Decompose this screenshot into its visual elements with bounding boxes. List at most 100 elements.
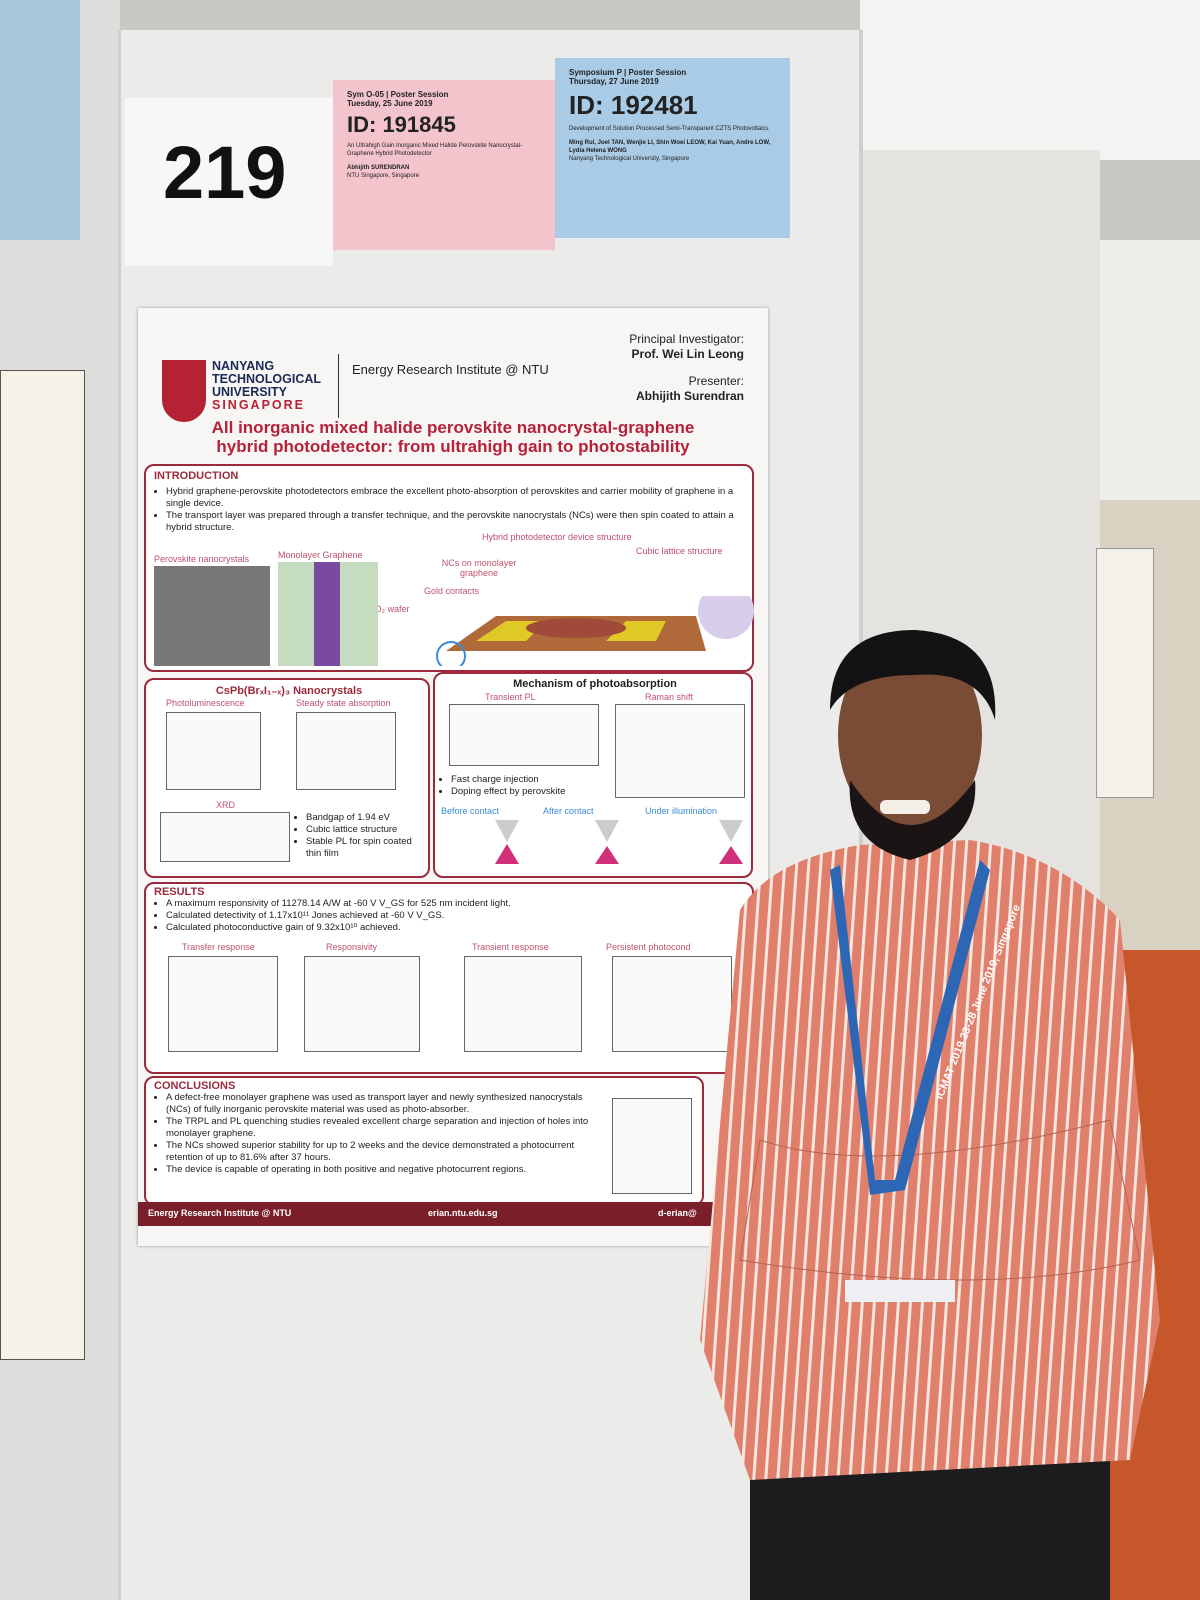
cone bbox=[595, 820, 619, 842]
face bbox=[838, 637, 982, 833]
bullet: Calculated detectivity of 1.17x10¹¹ Jone… bbox=[166, 910, 744, 922]
text: d-erian@ bbox=[658, 1208, 697, 1218]
wall bbox=[1100, 240, 1200, 510]
institute: Energy Research Institute @ NTU bbox=[352, 362, 549, 377]
label: Si/SiO₂ wafer bbox=[356, 604, 410, 614]
plot bbox=[160, 812, 290, 862]
poster: NANYANG TECHNOLOGICAL UNIVERSITY SINGAPO… bbox=[138, 308, 768, 1246]
teeth bbox=[880, 800, 930, 814]
text: All inorganic mixed halide perovskite na… bbox=[211, 418, 695, 437]
bullets: Fast charge injection Doping effect by p… bbox=[439, 774, 565, 798]
bullet: A defect-free monolayer graphene was use… bbox=[166, 1092, 596, 1116]
heading: CONCLUSIONS bbox=[154, 1080, 236, 1092]
bullet: Calculated photoconductive gain of 9.32x… bbox=[166, 922, 744, 934]
badge bbox=[845, 1280, 955, 1302]
text: hybrid photodetector: from ultrahigh gai… bbox=[216, 437, 690, 456]
cone bbox=[719, 820, 743, 842]
device-diagram bbox=[436, 596, 754, 666]
bullet: Bandgap of 1.94 eV bbox=[306, 812, 428, 824]
people: Principal Investigator: Prof. Wei Lin Le… bbox=[629, 332, 744, 404]
bullets: Hybrid graphene-perovskite photodetector… bbox=[154, 486, 744, 534]
band-diagrams bbox=[495, 820, 743, 864]
session: Symposium P | Poster Session bbox=[569, 68, 687, 77]
crossed-arms bbox=[739, 1119, 1141, 1281]
abstract-title: Development of Solution Processed Semi-T… bbox=[569, 126, 769, 132]
bullet: Doping effect by perovskite bbox=[451, 786, 565, 798]
introduction: INTRODUCTION Hybrid graphene-perovskite … bbox=[144, 464, 754, 672]
cone bbox=[595, 846, 619, 864]
affiliation: Nanyang Technological University, Singap… bbox=[569, 156, 690, 162]
bullet: The device is capable of operating in bo… bbox=[166, 1164, 596, 1176]
poster-title: All inorganic mixed halide perovskite na… bbox=[138, 418, 768, 456]
nanocrystals bbox=[526, 618, 626, 638]
hair bbox=[830, 630, 996, 720]
lattice bbox=[698, 596, 754, 639]
artwork bbox=[1096, 548, 1154, 798]
text: erian.ntu.edu.sg bbox=[428, 1208, 498, 1218]
cone bbox=[719, 846, 743, 864]
text: TECHNOLOGICAL bbox=[212, 372, 322, 386]
bullet: Cubic lattice structure bbox=[306, 824, 428, 836]
label: Principal Investigator: bbox=[629, 332, 744, 346]
label: After contact bbox=[543, 806, 594, 816]
text: UNIVERSITY bbox=[212, 385, 288, 399]
cone bbox=[495, 820, 519, 842]
label: Before contact bbox=[441, 806, 500, 816]
label: Raman shift bbox=[645, 692, 694, 702]
person: ICMAT 2019 23-28 June 2019, Singapore bbox=[700, 630, 1160, 1600]
plot bbox=[615, 704, 745, 798]
beard bbox=[849, 780, 976, 860]
plot bbox=[296, 712, 396, 790]
label: Photoluminescence bbox=[166, 698, 245, 708]
results: RESULTS A maximum responsivity of 11278.… bbox=[144, 882, 754, 1074]
graphene-image bbox=[278, 562, 378, 666]
presenter-name: Abhijith Surendran bbox=[636, 389, 744, 403]
board-number-card: 219 bbox=[125, 98, 333, 266]
label: Steady state absorption bbox=[296, 698, 391, 708]
bullet: The NCs showed superior stability for up… bbox=[166, 1140, 596, 1164]
highlight bbox=[436, 641, 466, 666]
author: Abhijith SURENDRAN bbox=[347, 165, 410, 171]
bullet: Hybrid graphene-perovskite photodetector… bbox=[166, 486, 744, 510]
mechanism: Mechanism of photoabsorption Transient P… bbox=[433, 672, 753, 878]
label: Transient response bbox=[472, 942, 549, 952]
label: Persistent photocond bbox=[606, 942, 691, 952]
university-name: NANYANG TECHNOLOGICAL UNIVERSITY SINGAPO… bbox=[212, 360, 321, 412]
plot bbox=[464, 956, 582, 1052]
date: Tuesday, 25 June 2019 bbox=[347, 99, 433, 108]
heading: CsPb(BrₓI₁₋ₓ)₃ Nanocrystals bbox=[215, 685, 363, 697]
neighbor-poster bbox=[0, 370, 85, 1360]
bullet: Fast charge injection bbox=[451, 774, 565, 786]
plot bbox=[168, 956, 278, 1052]
label: Under illumination bbox=[645, 806, 718, 816]
session: Sym O-05 | Poster Session bbox=[347, 90, 449, 99]
neighbor-card bbox=[0, 0, 80, 240]
date: Thursday, 27 June 2019 bbox=[569, 77, 659, 86]
label: Transfer response bbox=[182, 942, 255, 952]
label: Responsivity bbox=[326, 942, 378, 952]
bullet: The TRPL and PL quenching studies reveal… bbox=[166, 1116, 596, 1140]
affiliation: NTU Singapore, Singapore bbox=[347, 173, 420, 179]
board-number: 219 bbox=[163, 131, 287, 214]
abstract-card: Sym O-05 | Poster Session Tuesday, 25 Ju… bbox=[333, 80, 555, 250]
abstract-id: ID: 192481 bbox=[569, 90, 698, 120]
ntu-crest bbox=[162, 360, 206, 422]
heading: RESULTS bbox=[154, 886, 205, 898]
lanyard bbox=[830, 860, 990, 1195]
author: Ming Rui, Joel TAN, Wenjie LI, Shin Woei… bbox=[569, 140, 771, 154]
label: Hybrid photodetector device structure bbox=[482, 532, 632, 542]
stripe bbox=[314, 562, 340, 666]
text: SINGAPORE bbox=[212, 398, 306, 412]
label: Monolayer Graphene bbox=[278, 550, 363, 560]
label: Perovskite nanocrystals bbox=[154, 554, 250, 564]
label: Presenter: bbox=[688, 374, 744, 388]
label: XRD bbox=[216, 800, 236, 810]
bullet: A maximum responsivity of 11278.14 A/W a… bbox=[166, 898, 744, 910]
nanocrystals: CsPb(BrₓI₁₋ₓ)₃ Nanocrystals Photolumines… bbox=[144, 678, 430, 878]
text: Energy Research Institute @ NTU bbox=[148, 1208, 292, 1218]
abstract-card: Symposium P | Poster Session Thursday, 2… bbox=[555, 58, 790, 238]
bullets: A defect-free monolayer graphene was use… bbox=[154, 1092, 596, 1176]
label: Gold contacts bbox=[424, 586, 480, 596]
ceiling bbox=[860, 0, 1200, 160]
